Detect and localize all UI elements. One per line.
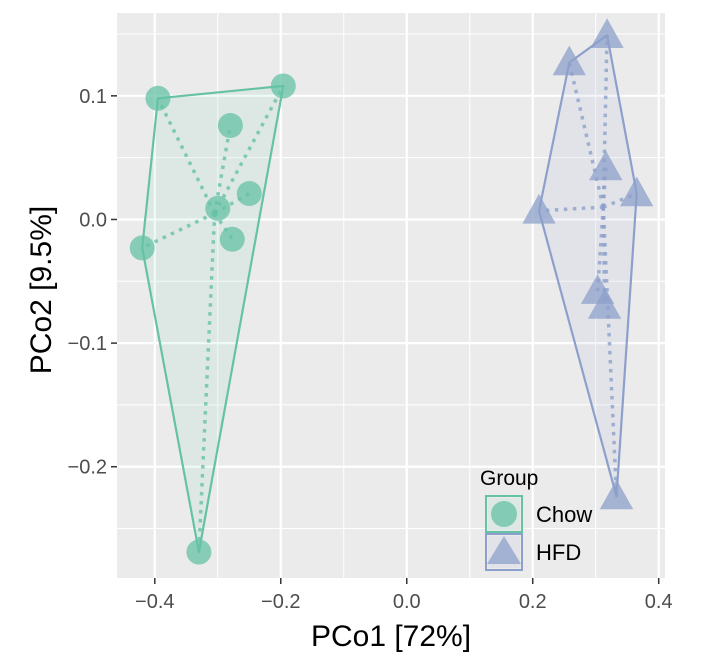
series-chow [129,73,296,565]
legend-key-chow-circle [491,501,517,527]
spider-line-hfd [538,205,604,213]
legend: Group Chow HFD [480,467,592,571]
x-tick-label: 0.0 [393,591,421,613]
point-hfd [589,150,623,181]
y-tick-label: −0.2 [68,457,107,479]
y-tick-label: −0.1 [68,333,107,355]
legend-label-hfd: HFD [536,540,581,565]
point-hfd [599,479,634,510]
point-chow [205,195,231,221]
point-hfd [587,289,622,319]
point-chow [219,226,245,252]
point-chow [217,113,243,139]
series-layer [129,18,654,565]
point-chow [270,73,296,99]
point-hfd [552,45,586,76]
grid-minor [117,13,665,578]
x-tick-label: 0.2 [519,591,547,613]
spider-line-hfd [601,207,619,497]
spider-line-chow [213,191,251,215]
legend-label-chow: Chow [536,502,592,527]
point-chow [186,539,212,565]
spider-line-chow [213,85,285,215]
axis-tick-labels: −0.4 −0.2 0.0 0.2 0.4 −0.2 −0.1 0.0 0.1 [68,86,673,613]
y-axis-title: PCo2 [9.5%] [25,206,58,374]
panel-background [117,13,665,578]
x-tick-label: −0.4 [135,591,174,613]
spider-line-hfd [567,62,605,208]
point-hfd [522,193,556,224]
legend-title: Group [480,467,538,490]
legend-key-hfd [485,533,523,571]
grid-major [117,13,665,578]
point-hfd [590,18,624,48]
spider-line-chow [197,213,217,553]
x-tick-label: −0.2 [261,591,300,613]
x-axis-title: PCo1 [72%] [311,620,471,652]
y-tick-label: 0.0 [79,209,107,231]
legend-key-chow [485,495,523,533]
series-hfd [522,18,654,510]
axis-ticks [111,95,660,584]
point-chow [236,181,262,207]
spider-line-hfd [601,167,608,208]
point-chow [145,85,171,111]
x-tick-label: 0.4 [645,591,673,613]
y-tick-label: 0.1 [79,86,107,108]
point-hfd [620,176,654,207]
legend-key-hfd-triangle [487,536,521,564]
spider-line-chow [212,125,233,214]
point-chow [129,235,155,261]
spider-line-chow [156,97,217,215]
